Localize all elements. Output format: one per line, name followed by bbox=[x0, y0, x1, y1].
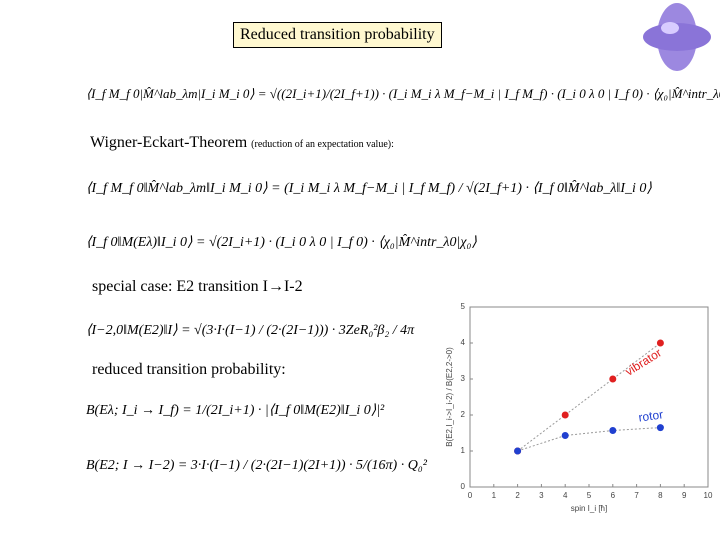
title: Reduced transition probability bbox=[233, 22, 442, 48]
special-case: special case: E2 transition I→I-2 bbox=[92, 278, 303, 295]
x-tick-label: 0 bbox=[468, 491, 473, 500]
equation: ⟨I_f M_f 0|M̂^lab_λm|I_i M_i 0⟩ = √((2I_… bbox=[86, 86, 720, 101]
reduced-label: reduced transition probability: bbox=[92, 361, 286, 378]
y-tick-label: 0 bbox=[461, 482, 466, 491]
point bbox=[656, 339, 664, 347]
series-line bbox=[517, 342, 661, 452]
y-tick-label: 3 bbox=[461, 374, 466, 383]
series-line bbox=[517, 427, 661, 452]
point bbox=[609, 375, 617, 383]
y-axis-label: B(E2,I_i->I_i-2) / B(E2,2->0) bbox=[445, 347, 454, 447]
x-tick-label: 3 bbox=[539, 491, 544, 500]
x-tick-label: 4 bbox=[563, 491, 568, 500]
equation: ⟨I_f 0‖M(Eλ)‖I_i 0⟩ = √(2I_i+1) · (I_i 0… bbox=[86, 235, 477, 250]
theorem-note: (reduction of an expectation value): bbox=[251, 139, 394, 150]
series-label: vibrator bbox=[623, 346, 664, 379]
equation: ⟨I−2,0‖M(E2)‖I⟩ = √(3·I·(I−1) / (2·(2I−1… bbox=[86, 323, 415, 338]
point bbox=[609, 426, 617, 434]
x-axis-label: spin I_i [ħ] bbox=[571, 504, 607, 513]
x-tick-label: 9 bbox=[682, 491, 687, 500]
theorem: Wigner-Eckart-Theorem (reduction of an e… bbox=[90, 134, 394, 152]
x-tick-label: 10 bbox=[704, 491, 713, 500]
point bbox=[514, 447, 522, 455]
x-tick-label: 6 bbox=[611, 491, 616, 500]
equation: B(Eλ; I_i → I_f) = 1/(2I_i+1) · |⟨I_f 0‖… bbox=[86, 403, 385, 418]
highlight bbox=[661, 22, 679, 34]
x-tick-label: 1 bbox=[492, 491, 497, 500]
point bbox=[561, 432, 569, 440]
x-tick-label: 2 bbox=[515, 491, 520, 500]
y-tick-label: 1 bbox=[461, 446, 466, 455]
lobe bbox=[643, 23, 711, 51]
equation: B(E2; I → I−2) = 3·I·(I−1) / (2·(2I−1)(2… bbox=[86, 458, 427, 473]
point bbox=[656, 424, 664, 432]
ellipsoid-icon bbox=[643, 3, 711, 71]
y-tick-label: 5 bbox=[461, 302, 466, 311]
y-tick-label: 2 bbox=[461, 410, 466, 419]
x-tick-label: 5 bbox=[587, 491, 592, 500]
series-label: rotor bbox=[638, 407, 664, 424]
x-tick-label: 7 bbox=[634, 491, 639, 500]
point bbox=[561, 411, 569, 419]
y-tick-label: 4 bbox=[461, 338, 466, 347]
x-tick-label: 8 bbox=[658, 491, 663, 500]
chart: 0 1 2 3 4 5 6 7 8 9 10 0 1 2 3 4 5 spin I_i [ħ] B(E2,I_i->… bbox=[445, 302, 713, 513]
theorem-name: Wigner-Eckart-Theorem bbox=[90, 134, 248, 151]
equation: ⟨I_f M_f 0‖M̂^lab_λm‖I_i M_i 0⟩ = (I_i M… bbox=[86, 181, 652, 196]
